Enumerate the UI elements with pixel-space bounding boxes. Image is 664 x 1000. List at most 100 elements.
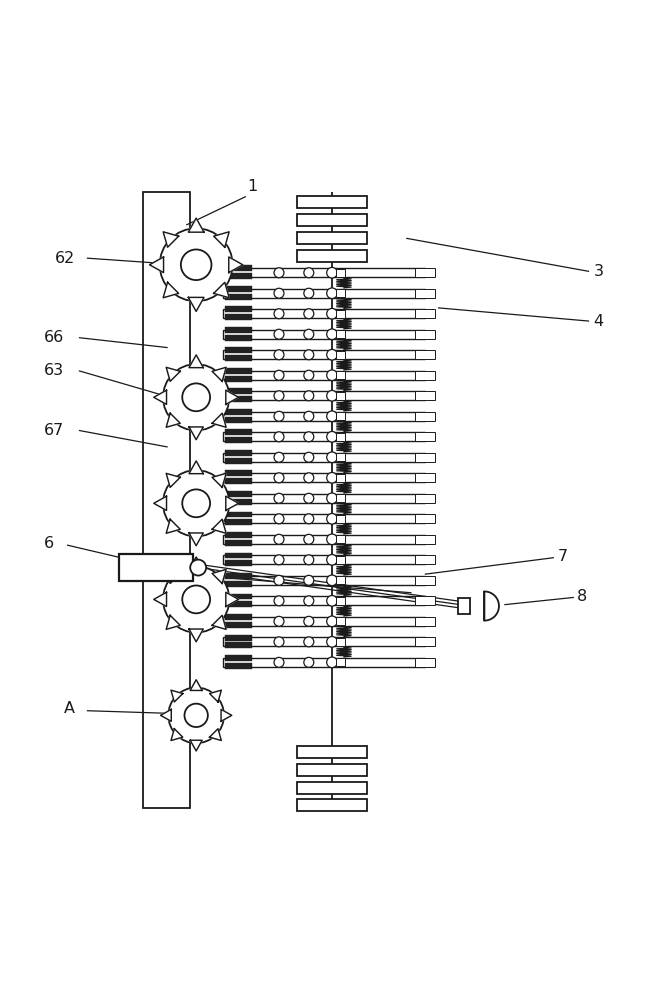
Circle shape <box>304 493 314 503</box>
Circle shape <box>327 349 337 360</box>
Polygon shape <box>154 592 167 607</box>
Polygon shape <box>221 709 232 721</box>
Circle shape <box>327 657 337 668</box>
Bar <box>222 412 425 421</box>
Polygon shape <box>189 297 204 311</box>
Wedge shape <box>485 591 499 621</box>
Bar <box>336 351 345 359</box>
Bar <box>224 499 252 505</box>
Text: 63: 63 <box>44 363 64 378</box>
Text: 3: 3 <box>594 264 604 279</box>
Polygon shape <box>189 533 203 546</box>
Circle shape <box>274 637 284 647</box>
Bar <box>415 268 435 277</box>
Polygon shape <box>171 729 183 741</box>
Polygon shape <box>166 473 180 487</box>
Circle shape <box>304 637 314 647</box>
Bar <box>224 663 252 669</box>
Circle shape <box>274 555 284 565</box>
Bar <box>224 376 252 382</box>
Polygon shape <box>226 496 238 510</box>
Circle shape <box>304 452 314 462</box>
Polygon shape <box>212 367 226 381</box>
Bar <box>415 494 435 503</box>
Circle shape <box>327 555 337 565</box>
Bar <box>222 535 425 544</box>
Circle shape <box>169 688 224 743</box>
Bar <box>222 658 425 667</box>
Bar <box>222 596 425 605</box>
Circle shape <box>327 513 337 524</box>
Circle shape <box>304 616 314 626</box>
Circle shape <box>274 391 284 401</box>
Polygon shape <box>212 473 226 487</box>
Circle shape <box>274 473 284 483</box>
Bar <box>336 535 345 543</box>
Circle shape <box>304 432 314 442</box>
Bar <box>222 617 425 626</box>
Circle shape <box>304 596 314 606</box>
Bar <box>224 573 252 579</box>
Bar <box>224 306 252 312</box>
Polygon shape <box>149 257 163 273</box>
Polygon shape <box>189 355 203 368</box>
Text: 6: 6 <box>44 536 54 551</box>
Bar <box>222 371 425 380</box>
Text: 8: 8 <box>577 589 588 604</box>
Polygon shape <box>210 690 221 702</box>
Bar <box>222 391 425 400</box>
Polygon shape <box>166 519 180 533</box>
Bar <box>224 396 252 402</box>
Bar <box>336 494 345 502</box>
Circle shape <box>274 596 284 606</box>
Polygon shape <box>210 729 221 741</box>
Bar <box>224 581 252 587</box>
Circle shape <box>304 329 314 339</box>
Circle shape <box>304 411 314 421</box>
Polygon shape <box>189 218 204 232</box>
Circle shape <box>274 493 284 503</box>
Text: 4: 4 <box>594 314 604 329</box>
Bar <box>224 622 252 628</box>
Circle shape <box>304 473 314 483</box>
Circle shape <box>304 288 314 298</box>
Bar <box>336 617 345 625</box>
Polygon shape <box>189 461 203 474</box>
Circle shape <box>274 370 284 380</box>
Polygon shape <box>226 592 238 607</box>
Bar <box>224 470 252 476</box>
Circle shape <box>163 470 229 536</box>
Bar <box>224 519 252 525</box>
Bar <box>224 491 252 497</box>
Bar <box>224 512 252 517</box>
Polygon shape <box>166 569 180 583</box>
Polygon shape <box>171 690 183 702</box>
Circle shape <box>182 585 210 613</box>
Bar <box>415 350 435 359</box>
Bar <box>415 514 435 523</box>
Bar <box>336 576 345 584</box>
Bar <box>297 196 367 208</box>
Circle shape <box>327 288 337 299</box>
Polygon shape <box>154 496 167 510</box>
Bar <box>336 310 345 318</box>
Bar <box>224 409 252 415</box>
Bar <box>297 799 367 811</box>
Bar <box>224 594 252 599</box>
Polygon shape <box>212 413 226 427</box>
Bar <box>336 289 345 297</box>
Bar <box>224 429 252 435</box>
Bar <box>458 598 470 614</box>
Bar <box>297 250 367 262</box>
Bar <box>224 335 252 341</box>
Bar <box>415 330 435 339</box>
Text: 62: 62 <box>55 251 75 266</box>
Circle shape <box>274 432 284 442</box>
Bar <box>224 450 252 456</box>
Bar <box>336 269 345 277</box>
Circle shape <box>327 411 337 422</box>
Bar <box>336 453 345 461</box>
Bar <box>415 658 435 667</box>
Bar <box>224 614 252 620</box>
Bar <box>224 355 252 361</box>
